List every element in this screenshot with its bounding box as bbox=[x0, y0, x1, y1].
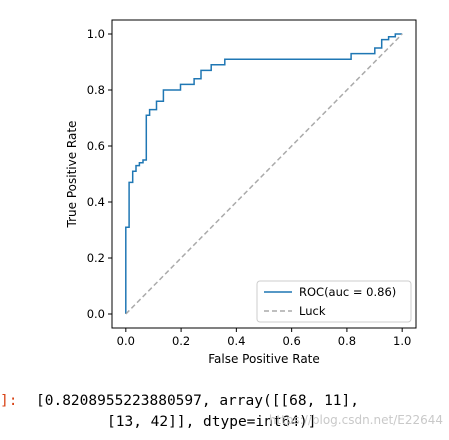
roc-curve-line bbox=[125, 33, 403, 314]
y-tick-label: 0.6 bbox=[87, 139, 105, 153]
y-tick-label: 0.2 bbox=[87, 251, 105, 265]
legend: ROC(auc = 0.86) Luck bbox=[256, 280, 412, 323]
luck-diagonal-line bbox=[125, 33, 403, 315]
legend-roc-label: ROC(auc = 0.86) bbox=[299, 285, 396, 299]
x-tick-label: 0.4 bbox=[227, 334, 245, 348]
x-tick-label: 0.8 bbox=[338, 334, 356, 348]
watermark: https://blog.csdn.net/E22644 bbox=[268, 413, 443, 427]
y-tick-label: 0.8 bbox=[87, 83, 105, 97]
plot-frame bbox=[111, 19, 417, 329]
y-tick-label: 1.0 bbox=[87, 27, 105, 41]
x-tick-label: 0.0 bbox=[117, 334, 135, 348]
x-tick-label: 0.6 bbox=[282, 334, 300, 348]
x-axis-label: False Positive Rate bbox=[208, 352, 320, 366]
cell-output-prompt: ]: bbox=[0, 393, 18, 409]
legend-luck-label: Luck bbox=[299, 304, 326, 318]
y-axis-label: True Positive Rate bbox=[65, 121, 79, 229]
output-line-2: [13, 42]], dtype=int64)] bbox=[107, 414, 317, 430]
y-tick-label: 0.0 bbox=[87, 307, 105, 321]
y-tick-label: 0.4 bbox=[87, 195, 105, 209]
roc-chart: 0.0 0.2 0.4 0.6 0.8 1.0 0.0 0.2 0.4 0.6 0.8 1.0 Fa… bbox=[65, 19, 417, 366]
output-line-1: [0.8208955223880597, array([[68, 11], bbox=[36, 393, 360, 409]
legend-box bbox=[256, 280, 412, 323]
x-tick-label: 0.2 bbox=[172, 334, 190, 348]
x-tick-label: 1.0 bbox=[393, 334, 411, 348]
